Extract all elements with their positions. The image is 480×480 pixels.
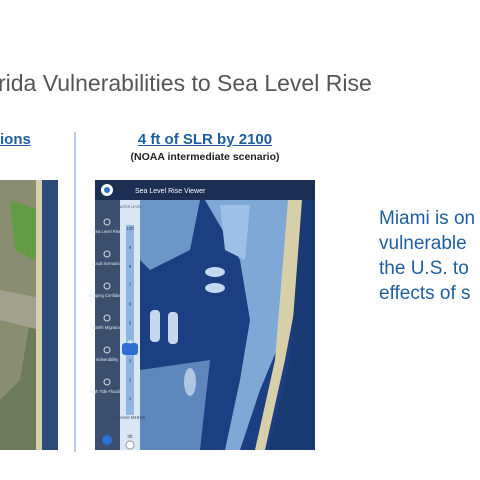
slider-tick: 9 xyxy=(129,245,132,250)
sidebar-item: Sea Level Rise xyxy=(93,229,122,234)
slider-tick: 10ft xyxy=(126,226,134,231)
sidebar-icon xyxy=(103,282,111,290)
slider-tick: 4ft xyxy=(127,339,133,344)
viewer xyxy=(95,180,315,450)
viewer-header: Sea Level Rise Viewer xyxy=(135,188,206,195)
center-heading: 4 ft of SLR by 2100 xyxy=(137,131,273,148)
sidebar-item: Vulnerability xyxy=(96,357,120,362)
sidebar-icon xyxy=(103,378,111,386)
sidebar-icon xyxy=(103,314,111,322)
right-text-line: Miami is on xyxy=(379,208,476,229)
right-text-line: the U.S. to xyxy=(379,258,469,279)
right-text: Miami is on vulnerable the U.S. to effects … xyxy=(379,206,475,306)
slider-tick: 6 xyxy=(129,302,132,307)
slider-tick: 0ft xyxy=(127,434,133,439)
slide-title: rida Vulnerabilities to Sea Level Rise xyxy=(0,70,372,96)
slider-tick: Current MHHW xyxy=(115,415,147,420)
sidebar-item: Mapping Confidence xyxy=(88,293,127,298)
sidebar-item: Local Scenarios xyxy=(92,261,122,266)
left-heading: ions xyxy=(0,131,31,148)
slider-tick: 2 xyxy=(129,377,132,382)
slider-tick: 5 xyxy=(129,321,132,326)
sidebar-icon xyxy=(103,218,111,226)
center-subheading: (NOAA intermediate scenario) xyxy=(130,151,280,163)
sidebar-icon xyxy=(103,346,111,354)
slider-tick: 3 xyxy=(129,358,132,363)
sidebar-icon xyxy=(103,250,111,258)
slider-tick: 8 xyxy=(129,264,132,269)
sidebar-item: Marsh Migration xyxy=(92,325,123,330)
slider-title: WATER LEVEL xyxy=(118,205,142,209)
slider-tick: 1 xyxy=(129,396,132,401)
right-text-line: effects of s xyxy=(379,283,471,304)
left-map xyxy=(0,180,58,450)
slider-tick: 7 xyxy=(129,283,132,288)
sidebar-item: High Tide Flooding xyxy=(90,389,126,394)
right-text-line: vulnerable xyxy=(379,233,467,254)
